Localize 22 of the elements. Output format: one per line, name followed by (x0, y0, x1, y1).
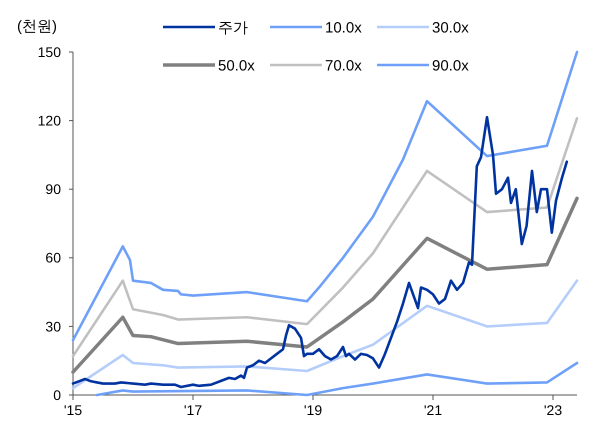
y-tick-label: 120 (38, 112, 62, 128)
line-series (96, 362, 578, 396)
legend-label: 70.0x (325, 57, 362, 74)
y-tick-label: 0 (53, 386, 62, 403)
x-tick-label: '21 (424, 402, 442, 418)
legend-label: 10.0x (325, 19, 362, 36)
legend-label: 90.0x (432, 57, 470, 74)
y-tick-label: 60 (45, 250, 62, 266)
line-series (72, 50, 578, 342)
legend-label: 50.0x (218, 57, 256, 74)
x-tick-label: '23 (544, 402, 562, 418)
y-axis-title: (천원) (17, 18, 57, 35)
line-series (72, 279, 578, 390)
y-tick-label: 30 (45, 318, 62, 334)
x-tick-label: '17 (184, 402, 202, 418)
legend-label: 30.0x (432, 19, 470, 36)
y-tick-label: 150 (38, 44, 62, 60)
line-series (71, 196, 579, 374)
y-tick-label: 90 (45, 181, 62, 198)
x-tick-label: '19 (304, 402, 322, 418)
x-tick-label: '15 (64, 402, 82, 418)
legend-label: 주가 (218, 19, 248, 36)
